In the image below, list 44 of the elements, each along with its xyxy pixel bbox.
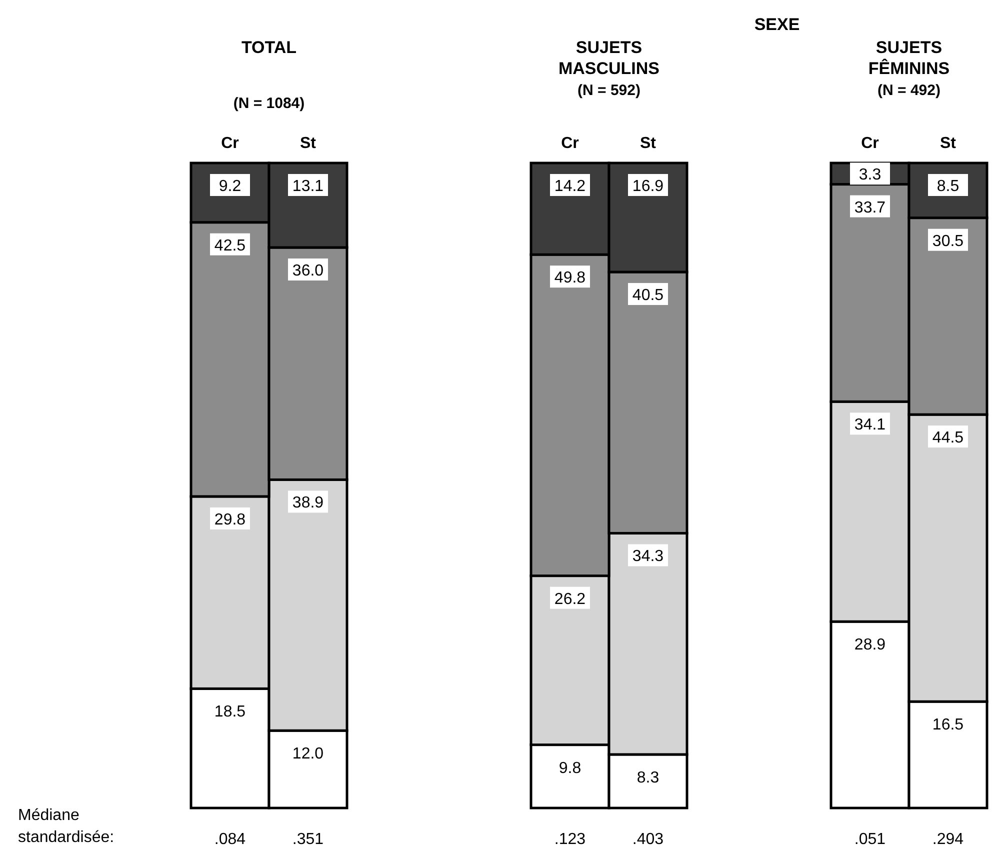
x-tick-label: Cr (561, 135, 579, 152)
data-label: 40.5 (632, 287, 664, 304)
data-label: 42.5 (214, 237, 246, 254)
text: .051 (854, 831, 886, 848)
x-tick-label: Cr (861, 135, 879, 152)
chart-subtitle: (N = 492) (878, 82, 940, 99)
chart-title: SUJETS MASCULINS (558, 38, 660, 78)
data-label: 34.1 (854, 416, 886, 434)
data-label: 26.2 (554, 590, 586, 608)
text: .294 (932, 831, 964, 848)
x-tick-label: Cr (221, 135, 239, 152)
x-tick-label: St (640, 135, 657, 152)
text: .123 (554, 831, 586, 848)
text: .403 (632, 831, 664, 848)
data-label: 33.7 (854, 199, 886, 216)
data-label: 9.2 (218, 178, 242, 195)
data-label: 29.8 (214, 511, 246, 528)
data-label: 16.9 (632, 178, 664, 195)
data-label: 12.0 (292, 746, 324, 763)
data-label: 28.9 (854, 636, 886, 654)
data-label: 49.8 (554, 270, 586, 287)
data-label: 30.5 (932, 232, 964, 250)
data-label: 34.3 (632, 548, 664, 566)
text: .084 (214, 831, 246, 848)
data-label: 8.3 (636, 769, 660, 786)
x-tick-label: St (940, 135, 957, 152)
chart-title: TOTAL (241, 38, 297, 57)
data-label: 13.1 (292, 178, 324, 195)
data-label: 8.5 (936, 178, 960, 195)
text: SEXE (754, 15, 800, 34)
data-label: 14.2 (554, 178, 586, 195)
data-label: 44.5 (932, 430, 964, 447)
chart-subtitle: (N = 592) (578, 82, 640, 99)
data-label: 38.9 (292, 494, 324, 512)
data-label: 9.8 (558, 760, 582, 777)
chart-subtitle: (N = 1084) (233, 95, 305, 112)
x-tick-label: St (300, 135, 317, 152)
data-label: 16.5 (932, 716, 964, 734)
chart-title: SUJETS FÊMININS (868, 38, 950, 78)
data-label: 36.0 (292, 262, 324, 280)
data-label: 18.5 (214, 704, 246, 721)
text: .351 (292, 831, 324, 848)
text: Médiane standardisée: (18, 807, 114, 846)
data-label: 3.3 (858, 166, 882, 184)
